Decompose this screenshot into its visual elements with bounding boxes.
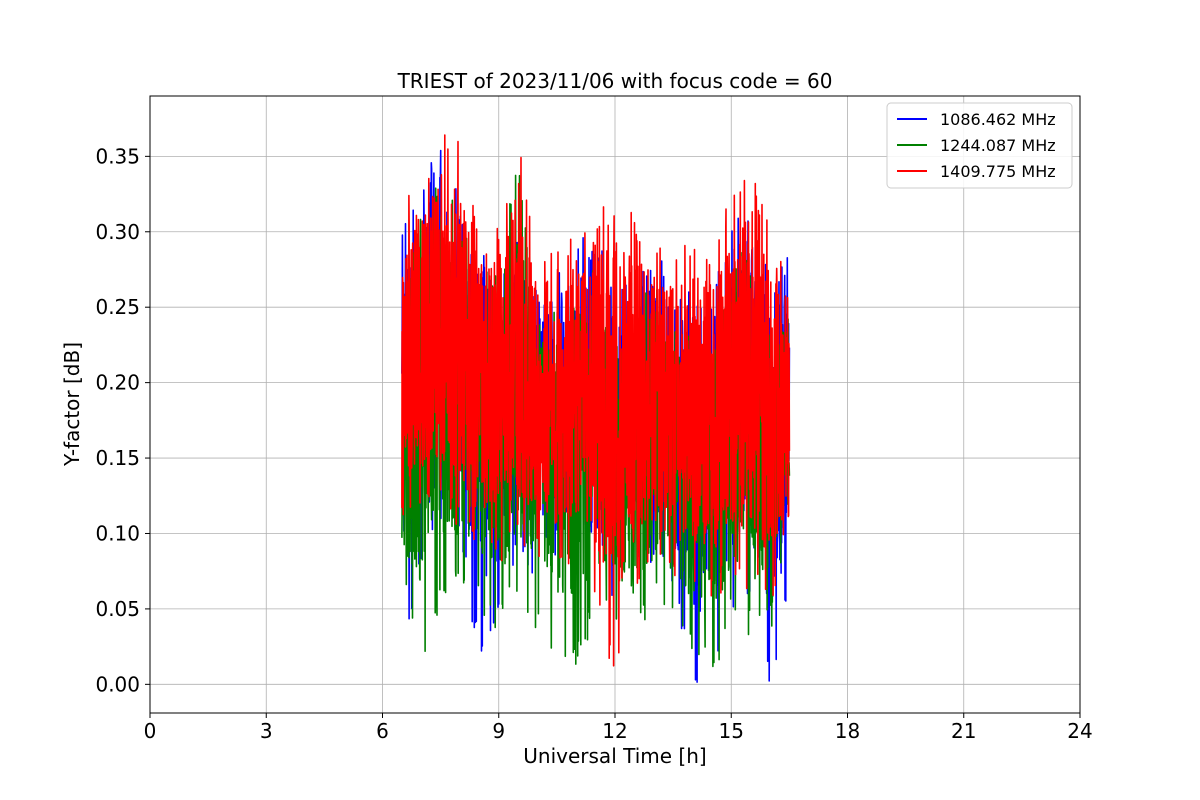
legend-label: 1409.775 MHz	[940, 162, 1056, 181]
legend-label: 1244.087 MHz	[940, 136, 1056, 155]
x-tick-label: 9	[492, 719, 505, 743]
y-tick-label: 0.10	[95, 521, 140, 545]
legend: 1086.462 MHz 1244.087 MHz 1409.775 MHz	[886, 102, 1073, 189]
y-axis: 0.00 0.05 0.10 0.15 0.20 0.25 0.30 0.35	[95, 144, 150, 696]
y-tick-label: 0.20	[95, 371, 140, 395]
x-tick-label: 15	[719, 719, 744, 743]
x-tick-label: 21	[951, 719, 976, 743]
series-line	[401, 134, 791, 667]
x-axis: 0 3 6 9 12 15 18 21 24	[144, 713, 1093, 743]
legend-box	[886, 102, 1073, 189]
plot-area: 0 3 6 9 12 15 18 21 24 0.000.050.100.150.200.250…	[95, 95, 1093, 743]
y-tick-label: 0.15	[95, 446, 140, 470]
x-tick-label: 18	[835, 719, 860, 743]
y-axis-label: Y-factor [dB]	[60, 342, 84, 467]
x-tick-label: 0	[144, 719, 157, 743]
chart-title: TRIEST of 2023/11/06 with focus code = 6…	[397, 69, 833, 93]
x-tick-label: 24	[1067, 719, 1092, 743]
x-axis-label: Universal Time [h]	[523, 744, 706, 768]
x-tick-label: 6	[376, 719, 389, 743]
y-tick-label: 0.00	[95, 672, 140, 696]
legend-label: 1086.462 MHz	[940, 110, 1056, 129]
series-group	[401, 134, 791, 683]
x-tick-label: 12	[602, 719, 627, 743]
y-tick-label: 0.35	[95, 144, 140, 168]
y-tick-label: 0.05	[95, 597, 140, 621]
x-tick-label: 3	[260, 719, 273, 743]
y-tick-label: 0.25	[95, 295, 140, 319]
y-tick-label: 0.30	[95, 220, 140, 244]
